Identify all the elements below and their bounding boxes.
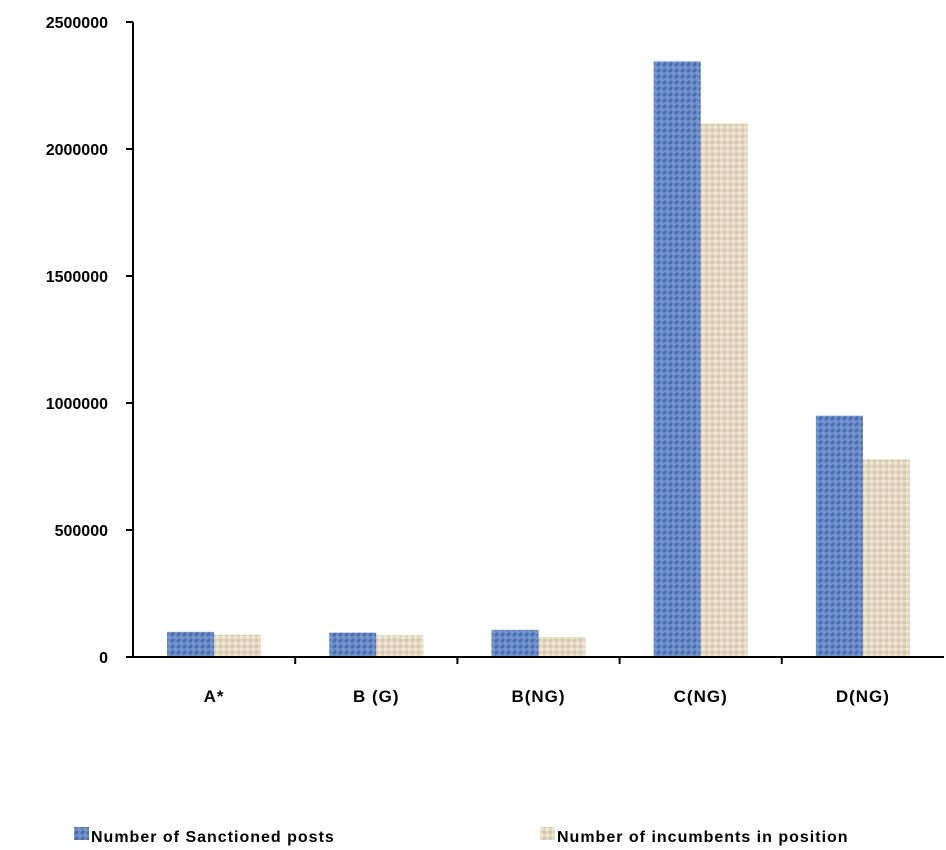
bar-sanctioned-posts-1: [329, 632, 377, 657]
legend-swatch: [74, 827, 89, 840]
x-tick-label: A*: [204, 687, 225, 706]
x-tick-label: B (G): [353, 687, 400, 706]
bar-incumbents-4: [862, 459, 910, 657]
y-tick-label: 1500000: [46, 269, 108, 286]
plot-area: [167, 61, 910, 658]
legend-label: Number of incumbents in position: [557, 829, 849, 846]
y-tick-label: 500000: [55, 523, 108, 540]
legend: Number of Sanctioned posts Number of incu…: [74, 827, 849, 846]
y-tick-label: 1000000: [46, 396, 108, 413]
y-tick-label: 2500000: [46, 15, 108, 32]
bar-sanctioned-posts-4: [815, 415, 863, 657]
bar-sanctioned-posts-2: [491, 629, 539, 657]
x-tick-label: B(NG): [511, 687, 565, 706]
x-tick-label: D(NG): [836, 687, 890, 706]
bar-incumbents-0: [214, 634, 262, 657]
legend-label: Number of Sanctioned posts: [91, 829, 335, 846]
bar-incumbents-3: [700, 123, 748, 658]
bar-sanctioned-posts-3: [653, 61, 701, 658]
legend-item-1: Number of incumbents in position: [540, 827, 849, 846]
bar-incumbents-1: [376, 635, 424, 657]
legend-item-0: Number of Sanctioned posts: [74, 827, 335, 846]
y-tick-label: 2000000: [46, 142, 108, 159]
x-axis: A* B (G) B(NG) C(NG) D(NG): [133, 656, 944, 706]
y-tick-label: 0: [99, 650, 108, 667]
bar-sanctioned-posts-0: [167, 631, 215, 657]
x-tick-label: C(NG): [674, 687, 728, 706]
bar-incumbents-2: [538, 636, 586, 657]
y-axis: 0 500000 1000000 1500000 2000000 2500000: [46, 15, 134, 667]
legend-swatch: [540, 827, 555, 840]
